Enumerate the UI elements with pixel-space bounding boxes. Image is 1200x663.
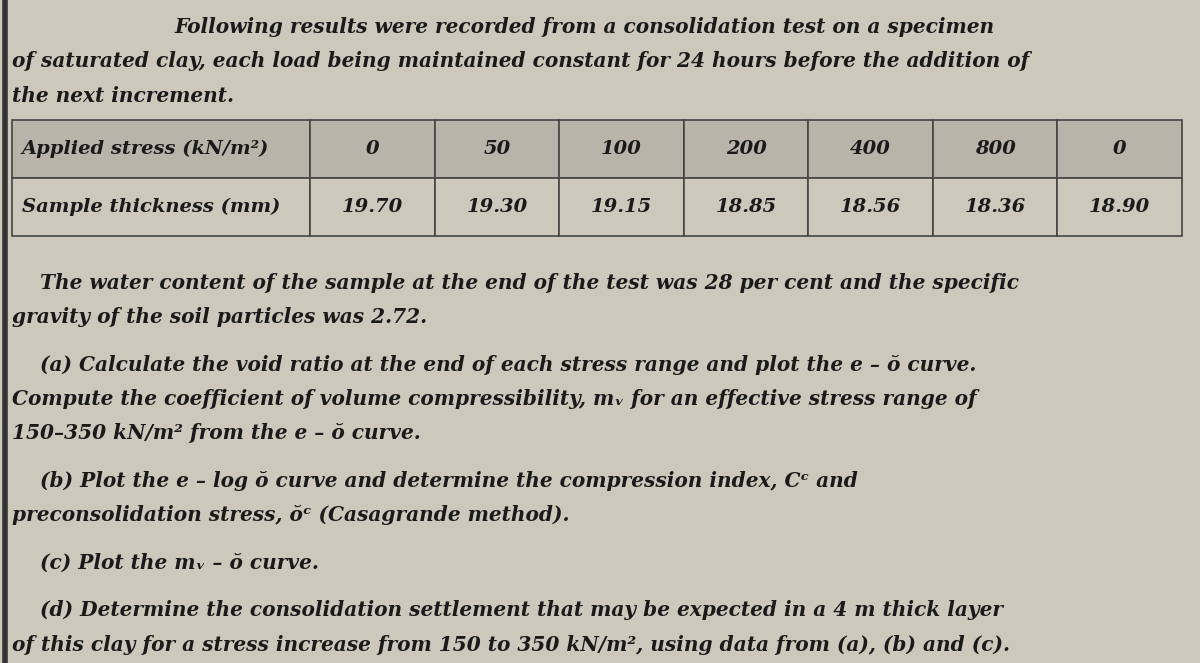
Text: (d) Determine the consolidation settlement that may be expected in a 4 m thick l: (d) Determine the consolidation settleme… — [12, 600, 1003, 620]
Text: (b) Plot the e – log ŏ curve and determine the compression index, Cᶜ and: (b) Plot the e – log ŏ curve and determi… — [12, 471, 858, 491]
Text: 0: 0 — [366, 140, 379, 158]
Bar — [559, 120, 684, 178]
Text: Following results were recorded from a consolidation test on a specimen: Following results were recorded from a c… — [174, 17, 994, 36]
Bar — [311, 178, 434, 236]
Text: 200: 200 — [726, 140, 767, 158]
Text: 18.85: 18.85 — [715, 198, 776, 216]
Bar — [809, 178, 932, 236]
Bar — [559, 178, 684, 236]
Text: 50: 50 — [484, 140, 511, 158]
Bar — [311, 120, 434, 178]
Text: gravity of the soil particles was 2.72.: gravity of the soil particles was 2.72. — [12, 307, 427, 327]
Text: 18.90: 18.90 — [1090, 198, 1151, 216]
Text: 18.56: 18.56 — [840, 198, 901, 216]
Text: 150–350 kN/m² from the e – ŏ curve.: 150–350 kN/m² from the e – ŏ curve. — [12, 424, 421, 444]
Bar — [932, 120, 1057, 178]
Text: (c) Plot the mᵥ – ŏ curve.: (c) Plot the mᵥ – ŏ curve. — [12, 553, 319, 573]
Text: 19.15: 19.15 — [592, 198, 653, 216]
Text: preconsolidation stress, ŏᶜ (Casagrande method).: preconsolidation stress, ŏᶜ (Casagrande … — [12, 505, 570, 525]
Bar — [1057, 120, 1182, 178]
Text: 800: 800 — [974, 140, 1015, 158]
Bar — [932, 178, 1057, 236]
Text: (a) Calculate the void ratio at the end of each stress range and plot the e – ŏ : (a) Calculate the void ratio at the end … — [12, 355, 977, 375]
Text: 100: 100 — [601, 140, 642, 158]
Text: of saturated clay, each load being maintained constant for 24 hours before the a: of saturated clay, each load being maint… — [12, 51, 1030, 71]
Bar — [12, 120, 311, 178]
Bar — [809, 120, 932, 178]
Bar — [434, 120, 559, 178]
Text: Applied stress (kN/m²): Applied stress (kN/m²) — [22, 140, 269, 158]
Bar — [684, 120, 809, 178]
Bar — [684, 178, 809, 236]
Text: the next increment.: the next increment. — [12, 86, 234, 105]
Text: Compute the coefficient of volume compressibility, mᵥ for an effective stress ra: Compute the coefficient of volume compre… — [12, 389, 977, 409]
Text: of this clay for a stress increase from 150 to 350 kN/m², using data from (a), (: of this clay for a stress increase from … — [12, 634, 1010, 654]
Text: 0: 0 — [1112, 140, 1127, 158]
Text: 18.36: 18.36 — [965, 198, 1026, 216]
Text: 19.70: 19.70 — [342, 198, 403, 216]
Bar — [12, 178, 311, 236]
Text: 19.30: 19.30 — [467, 198, 528, 216]
Text: Sample thickness (mm): Sample thickness (mm) — [22, 198, 280, 216]
Text: The water content of the sample at the end of the test was 28 per cent and the s: The water content of the sample at the e… — [12, 272, 1019, 292]
Bar — [434, 178, 559, 236]
Bar — [1057, 178, 1182, 236]
Text: 400: 400 — [851, 140, 892, 158]
